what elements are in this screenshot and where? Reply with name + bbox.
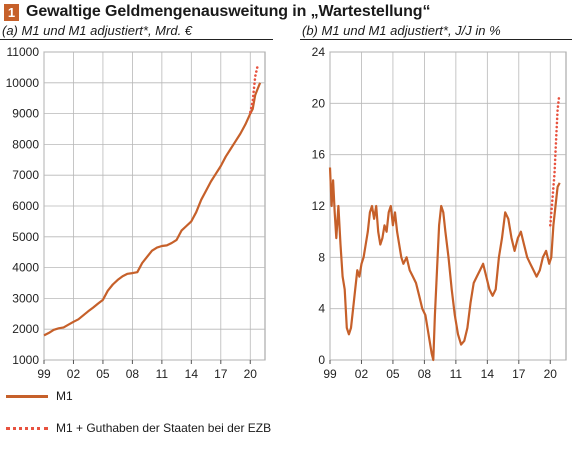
chart-a-xtick-label: 11 (156, 367, 169, 381)
chart-a-ytick-label: 6000 (12, 199, 39, 213)
chart-b-xtick-label: 08 (418, 367, 432, 381)
chart-b-ytick-label: 12 (312, 199, 326, 213)
chart-a-xtick-label: 05 (96, 367, 110, 381)
chart-b-ytick-label: 24 (312, 45, 326, 59)
chart-a-xtick-label: 08 (126, 367, 140, 381)
chart-a-subtitle: (a) M1 und M1 adjustiert*, Mrd. € (2, 23, 193, 38)
chart-a-title-rule (0, 39, 273, 40)
chart-a-ytick-label: 9000 (12, 107, 39, 121)
figure-header: 1 Gewaltige Geldmengenausweitung in „War… (4, 2, 430, 22)
chart-a-ytick-label: 1000 (12, 353, 39, 367)
chart-a-xtick-label: 99 (37, 367, 51, 381)
chart-a-ytick-label: 11000 (7, 45, 40, 59)
chart-a-xtick-label: 02 (67, 367, 81, 381)
legend-item-m1: M1 (6, 389, 276, 404)
chart-b-subtitle: (b) M1 und M1 adjustiert*, J/J in % (302, 23, 501, 38)
chart-b-series-m1-line (328, 167, 561, 362)
chart-b-xtick-label: 14 (481, 367, 495, 381)
figure-title: Gewaltige Geldmengenausweitung in „Warte… (26, 3, 431, 20)
chart-a-series-m1-line (43, 82, 262, 337)
chart-a-xtick-label: 14 (185, 367, 199, 381)
chart-b-series-m1-adjusted-line (548, 94, 561, 227)
chart-a-xtick-label: 20 (244, 367, 258, 381)
legend-item-m1-adjusted: M1 + Guthaben der Staaten bei der EZB (6, 421, 276, 436)
chart-a-ytick-label: 4000 (12, 261, 39, 275)
chart-a-ytick-label: 3000 (12, 291, 39, 305)
chart-b-ytick-label: 20 (312, 96, 326, 110)
chart-b-xtick-label: 17 (512, 367, 526, 381)
figure-number-badge: 1 (4, 3, 19, 21)
chart-a-ytick-label: 10000 (6, 76, 40, 90)
chart-b-ytick-label: 8 (318, 250, 325, 264)
chart-a-series-m1-adjusted-line (249, 64, 259, 114)
chart-b-ytick-label: 4 (318, 302, 325, 316)
chart-b-ytick-label: 16 (312, 148, 326, 162)
chart-b-ytick-label: 0 (318, 353, 325, 367)
legend-dotted-swatch (6, 421, 48, 435)
chart-a-ytick-label: 7000 (12, 168, 39, 182)
chart-b-xtick-label: 05 (386, 367, 400, 381)
chart-b-title-rule (300, 39, 572, 40)
chart-a-xtick-label: 17 (214, 367, 228, 381)
chart-b-xtick-label: 20 (544, 367, 558, 381)
legend-solid-swatch (6, 389, 48, 403)
chart-b-xtick-label: 11 (450, 367, 463, 381)
chart-a-ytick-label: 5000 (12, 230, 39, 244)
charts-canvas: 1000 2000 3000 4000 5000 6000 7000 8000 9000 1000… (6, 45, 567, 381)
legend-label-m1-adjusted: M1 + Guthaben der Staaten bei der EZB (56, 421, 272, 435)
chart-b-xtick-label: 99 (323, 367, 337, 381)
chart-a-ytick-label: 8000 (12, 137, 39, 151)
chart-a-ytick-label: 2000 (12, 322, 39, 336)
legend-label-m1: M1 (56, 389, 73, 403)
chart-b-xtick-label: 02 (355, 367, 369, 381)
